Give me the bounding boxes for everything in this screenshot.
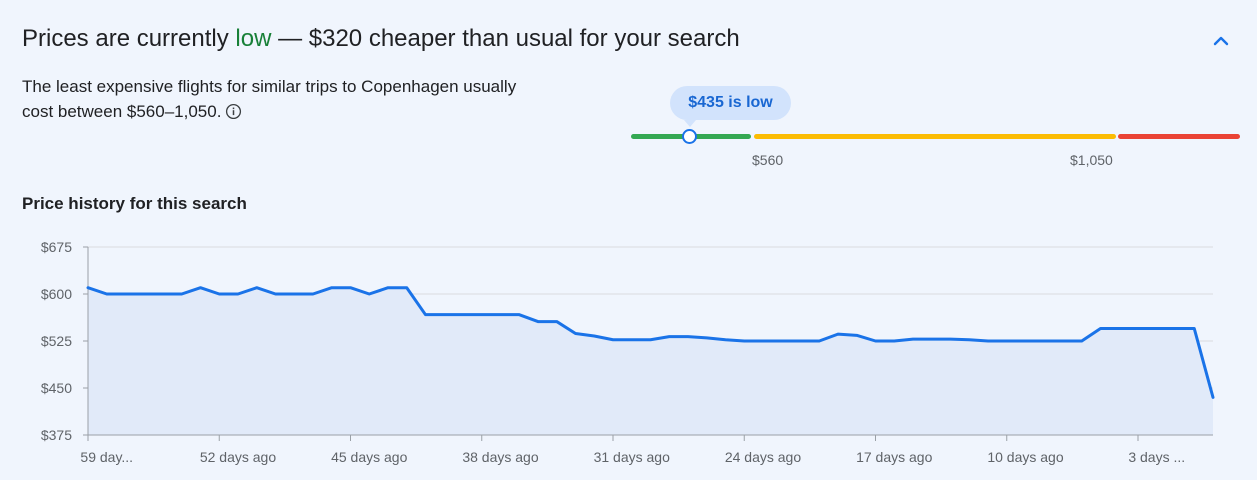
headline-prefix: Prices are currently <box>22 25 236 52</box>
x-tick-label: 17 days ago <box>856 449 932 465</box>
x-tick-label: 45 days ago <box>331 449 407 465</box>
x-tick-label: 38 days ago <box>462 449 538 465</box>
typical-price-segment <box>754 134 1116 139</box>
description-text: The least expensive flights for similar … <box>22 77 517 121</box>
x-tick-label: 3 days ... <box>1128 449 1185 465</box>
x-tick-label: 59 day... <box>80 449 133 465</box>
typical-price-description: The least expensive flights for similar … <box>22 74 522 127</box>
y-tick-label: $375 <box>41 427 72 443</box>
headline-suffix: — $320 cheaper than usual for your searc… <box>271 25 740 52</box>
high-price-segment <box>1118 134 1240 139</box>
range-low-label: $560 <box>752 152 784 168</box>
collapse-button[interactable] <box>1204 24 1238 58</box>
x-tick-label: 10 days ago <box>987 449 1063 465</box>
current-price-bubble: $435 is low <box>670 86 791 120</box>
x-tick-label: 24 days ago <box>725 449 801 465</box>
info-icon[interactable] <box>225 102 242 127</box>
price-area-fill <box>88 287 1213 435</box>
range-high-label: $1,050 <box>1070 152 1113 168</box>
price-history-chart: $375 $450 $525 $600 $675 59 day... 52 days ago… <box>41 239 1215 465</box>
y-tick-label: $600 <box>41 286 72 302</box>
bubble-pointer <box>684 120 696 127</box>
price-status-word: low <box>235 25 272 52</box>
x-tick-label: 52 days ago <box>200 449 276 465</box>
y-tick-label: $525 <box>41 333 72 349</box>
current-price-marker <box>682 129 697 144</box>
y-tick-label: $450 <box>41 380 72 396</box>
x-tick-label: 31 days ago <box>594 449 670 465</box>
price-range-indicator: $435 is low $560 $1,050 <box>620 84 1250 174</box>
y-tick-label: $675 <box>41 239 72 255</box>
price-history-line <box>86 286 1215 399</box>
price-insight-headline: Prices are currently low — $320 cheaper … <box>22 24 740 54</box>
price-history-title: Price history for this search <box>22 194 247 213</box>
chevron-up-icon <box>1213 36 1229 46</box>
